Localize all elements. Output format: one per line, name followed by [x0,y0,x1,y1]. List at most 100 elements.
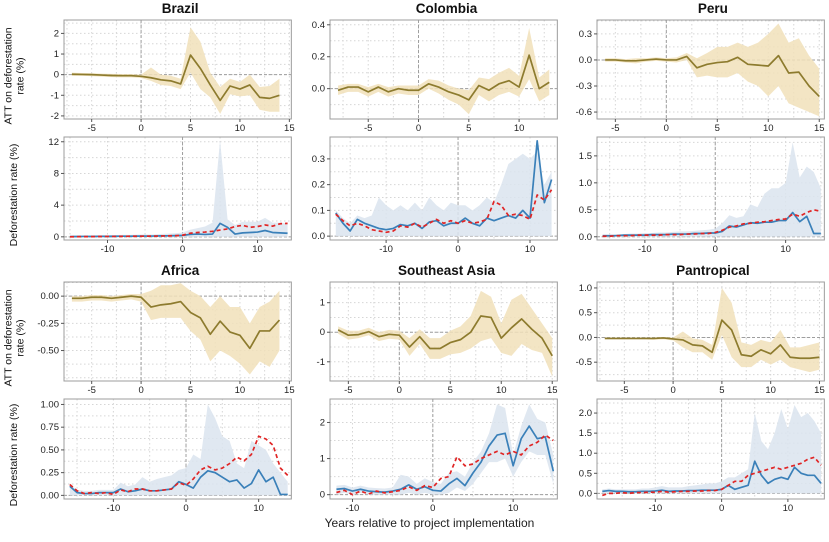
svg-text:0.0: 0.0 [312,84,325,95]
pantropical-att-panel: -5 0 5 10 15 1.0 0.5 0.0 -0.5 [563,279,829,396]
svg-text:0.1: 0.1 [312,205,325,216]
svg-text:0: 0 [183,503,188,514]
svg-text:12: 12 [48,137,59,148]
svg-text:10: 10 [525,244,536,255]
y-axis-label-defo-row2: Deforestation rate (%) [0,396,30,514]
svg-text:-10: -10 [380,244,394,255]
x-axis-label: Years relative to project implementation [324,516,535,530]
panel-title-text: Southeast Asia [397,263,495,279]
svg-text:15: 15 [814,123,825,134]
svg-text:-0.5: -0.5 [575,357,591,368]
svg-text:1: 1 [320,298,325,309]
svg-text:0.5: 0.5 [578,468,591,479]
svg-text:0.5: 0.5 [578,308,591,319]
att-ylabel: ATT on deforestation rate (%) [2,26,26,125]
svg-text:0.50: 0.50 [41,445,60,456]
svg-text:-0.6: -0.6 [575,107,591,118]
brazil-defo-chart: -10 0 10 0 4 8 12 [48,136,292,255]
svg-text:10: 10 [252,244,263,255]
svg-text:0.0: 0.0 [578,332,591,343]
y-axis-label-defo-row1: Deforestation rate (%) [0,134,30,255]
svg-text:0: 0 [138,123,143,134]
svg-text:2: 2 [320,417,325,428]
y-axis-label-att-row2: ATT on deforestation rate (%) [0,279,30,396]
svg-text:0: 0 [719,503,724,514]
svg-text:1: 1 [320,454,325,465]
svg-text:-2: -2 [51,111,59,122]
svg-text:1.0: 1.0 [578,283,591,294]
svg-text:1: 1 [54,49,59,60]
svg-text:5: 5 [448,385,453,396]
svg-text:-1: -1 [51,90,59,101]
peru-defo-panel: -10 0 10 0.0 0.5 1.0 1.5 [563,134,829,255]
africa-defo-panel: -10 0 10 0.00 0.25 0.50 0.75 1.00 [30,396,296,514]
svg-text:10: 10 [780,244,791,255]
svg-text:-1: -1 [317,357,325,368]
svg-text:0.2: 0.2 [312,52,325,63]
svg-text:0.00: 0.00 [41,291,60,302]
peru-att-panel: -5 0 5 10 15 0.3 0.0 -0.3 -0.6 [563,17,829,134]
y-axis-label-att-row1: ATT on deforestation rate (%) [0,17,30,134]
svg-text:0: 0 [430,503,435,514]
svg-text:-5: -5 [87,123,95,134]
brazil-defo-panel: -10 0 10 0 4 8 12 [30,134,296,255]
svg-text:0.0: 0.0 [578,488,591,499]
svg-text:4: 4 [54,200,59,211]
gutter [0,255,30,279]
panel-title-text: Pantropical [676,263,750,279]
svg-text:-10: -10 [648,503,662,514]
panel-title-southeast-asia: Southeast Asia [296,255,562,279]
svg-text:0: 0 [138,385,143,396]
svg-text:1.00: 1.00 [41,399,60,410]
svg-text:0: 0 [54,70,59,81]
svg-text:-5: -5 [364,123,372,134]
svg-text:0.4: 0.4 [312,20,325,31]
colombia-att-panel: -5 0 5 10 0.0 0.2 0.4 [296,17,562,134]
svg-text:0.2: 0.2 [312,180,325,191]
svg-text:0: 0 [712,244,717,255]
colombia-defo-chart: -10 0 10 0.0 0.1 0.2 0.3 [312,136,559,255]
svg-text:0: 0 [456,244,461,255]
svg-text:-0.50: -0.50 [37,346,59,357]
africa-att-panel: -5 0 5 10 15 0.00 -0.25 -0.50 [30,279,296,396]
svg-text:0: 0 [397,385,402,396]
defo-ylabel: Deforestation rate (%) [8,143,21,246]
svg-text:-5: -5 [620,385,628,396]
svg-text:0.5: 0.5 [578,205,591,216]
svg-text:-10: -10 [107,503,121,514]
svg-text:10: 10 [235,385,246,396]
pantropical-defo-chart: -10 0 10 0.0 0.5 1.0 1.5 2.0 [578,398,825,514]
southeast-asia-att-panel: -5 0 5 10 15 -1 0 1 [296,279,562,396]
svg-text:1.0: 1.0 [578,178,591,189]
svg-text:0: 0 [320,490,325,501]
svg-text:-0.25: -0.25 [37,318,59,329]
svg-text:5: 5 [719,385,724,396]
svg-text:5: 5 [466,123,471,134]
gutter [0,514,30,532]
peru-att-chart: -5 0 5 10 15 0.3 0.0 -0.3 -0.6 [575,19,825,134]
svg-text:2.0: 2.0 [578,408,591,419]
svg-text:-0.3: -0.3 [575,81,591,92]
svg-text:0.75: 0.75 [41,422,60,433]
svg-text:0.25: 0.25 [41,468,60,479]
svg-text:-10: -10 [346,503,360,514]
svg-text:-10: -10 [638,244,652,255]
svg-text:15: 15 [814,385,825,396]
pantropical-defo-panel: -10 0 10 0.0 0.5 1.0 1.5 2.0 [563,396,829,514]
svg-text:15: 15 [284,385,295,396]
svg-text:0: 0 [663,123,668,134]
panel-title-text: Peru [697,1,728,17]
africa-defo-chart: -10 0 10 0.00 0.25 0.50 0.75 1.00 [41,398,292,514]
svg-text:5: 5 [188,123,193,134]
panel-title-text: Africa [161,263,200,279]
svg-text:10: 10 [253,503,264,514]
svg-text:0.0: 0.0 [578,232,591,243]
gutter [0,2,30,17]
brazil-att-panel: -5 0 5 10 15 -2 -1 0 1 2 [30,17,296,134]
svg-text:0.0: 0.0 [578,55,591,66]
svg-text:5: 5 [714,123,719,134]
svg-text:1.0: 1.0 [578,448,591,459]
svg-text:-10: -10 [101,244,115,255]
